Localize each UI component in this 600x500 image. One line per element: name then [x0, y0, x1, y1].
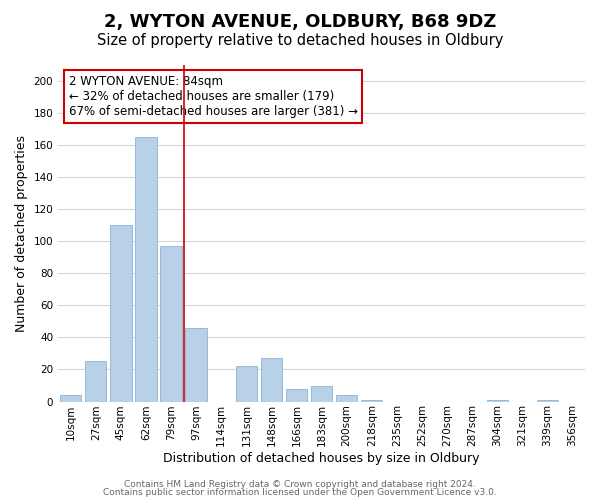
Bar — [136, 137, 157, 402]
Text: Size of property relative to detached houses in Oldbury: Size of property relative to detached ho… — [97, 32, 503, 48]
Bar — [487, 400, 508, 402]
Bar — [185, 328, 207, 402]
Bar — [236, 366, 257, 402]
Bar — [286, 388, 307, 402]
Bar — [160, 246, 182, 402]
X-axis label: Distribution of detached houses by size in Oldbury: Distribution of detached houses by size … — [163, 452, 480, 465]
Text: Contains HM Land Registry data © Crown copyright and database right 2024.: Contains HM Land Registry data © Crown c… — [124, 480, 476, 489]
Bar — [361, 400, 382, 402]
Text: 2, WYTON AVENUE, OLDBURY, B68 9DZ: 2, WYTON AVENUE, OLDBURY, B68 9DZ — [104, 12, 496, 30]
Bar — [60, 395, 82, 402]
Bar — [537, 400, 558, 402]
Bar — [110, 226, 131, 402]
Bar — [336, 395, 358, 402]
Y-axis label: Number of detached properties: Number of detached properties — [15, 135, 28, 332]
Bar — [85, 362, 106, 402]
Bar — [311, 386, 332, 402]
Text: 2 WYTON AVENUE: 84sqm
← 32% of detached houses are smaller (179)
67% of semi-det: 2 WYTON AVENUE: 84sqm ← 32% of detached … — [69, 75, 358, 118]
Text: Contains public sector information licensed under the Open Government Licence v3: Contains public sector information licen… — [103, 488, 497, 497]
Bar — [261, 358, 282, 402]
